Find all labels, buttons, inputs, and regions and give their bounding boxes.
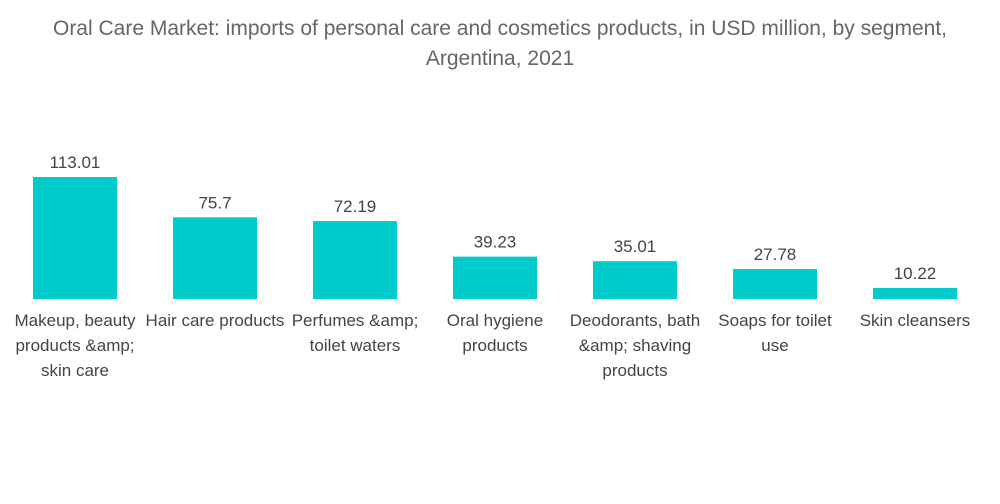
- value-label-4: 35.01: [614, 237, 657, 256]
- value-label-2: 72.19: [334, 197, 377, 216]
- bar-2: [313, 221, 397, 299]
- value-label-0: 113.01: [50, 153, 101, 172]
- category-label-5: Soaps for toilet use: [718, 311, 832, 355]
- category-label-2: Perfumes &amp; toilet waters: [291, 311, 419, 355]
- value-label-1: 75.7: [198, 193, 231, 212]
- category-label-3: Oral hygiene products: [446, 311, 544, 355]
- bar-6: [873, 287, 957, 299]
- category-label-1: Hair care products: [145, 311, 285, 330]
- value-label-6: 10.22: [894, 264, 937, 283]
- bar-1: [173, 217, 257, 299]
- bar-4: [593, 261, 677, 299]
- category-label-0: Makeup, beauty products &amp; skin care: [14, 311, 136, 380]
- bar-3: [453, 256, 537, 299]
- value-label-3: 39.23: [474, 233, 517, 252]
- category-label-4: Deodorants, bath &amp; shaving products: [569, 311, 701, 380]
- chart-title: Oral Care Market: imports of personal ca…: [52, 17, 947, 70]
- value-label-5: 27.78: [754, 245, 797, 264]
- bar-0: [33, 177, 117, 299]
- bar-5: [733, 269, 817, 299]
- category-label-6: Skin cleansers: [859, 311, 971, 330]
